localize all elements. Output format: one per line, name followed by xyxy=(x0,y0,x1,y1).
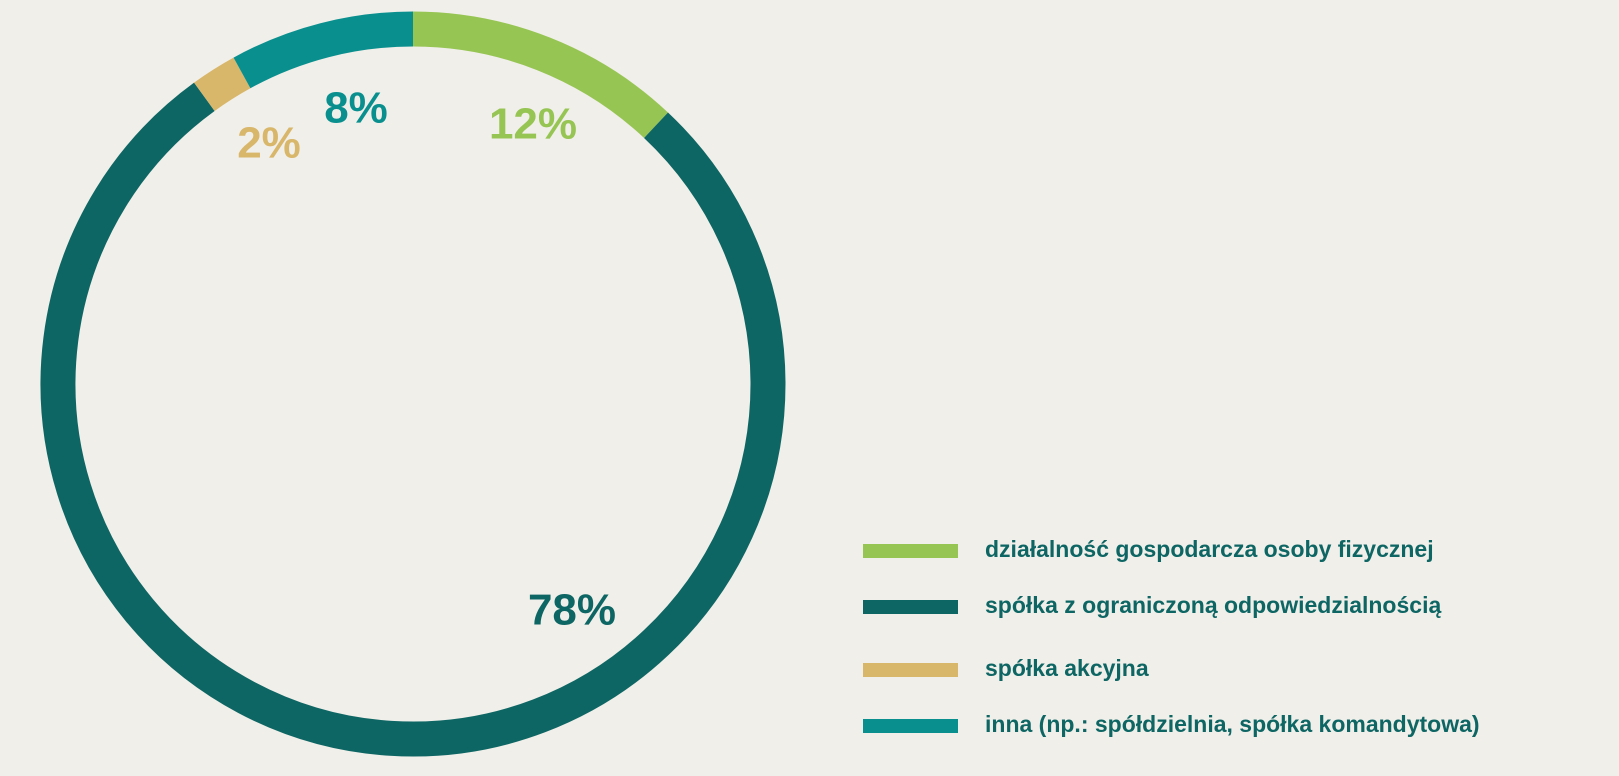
donut-segment xyxy=(412,11,668,139)
value-label: 78% xyxy=(528,586,616,635)
legend-swatch xyxy=(863,719,958,733)
legend-swatch xyxy=(863,663,958,677)
legend-label: działalność gospodarcza osoby fizycznej xyxy=(985,536,1434,562)
donut-segment xyxy=(194,57,251,112)
value-label: 2% xyxy=(237,119,301,168)
legend-label: inna (np.: spółdzielnia, spółka komandyt… xyxy=(985,711,1480,737)
donut-segment xyxy=(40,82,786,757)
legend-swatch xyxy=(863,544,958,558)
value-label: 12% xyxy=(489,100,577,149)
legend-swatch xyxy=(863,600,958,614)
legend-label: spółka z ograniczoną odpowiedzialnością xyxy=(985,592,1441,618)
legend-label: spółka akcyjna xyxy=(985,655,1149,681)
value-label: 8% xyxy=(324,84,388,133)
donut-segment xyxy=(233,11,414,89)
